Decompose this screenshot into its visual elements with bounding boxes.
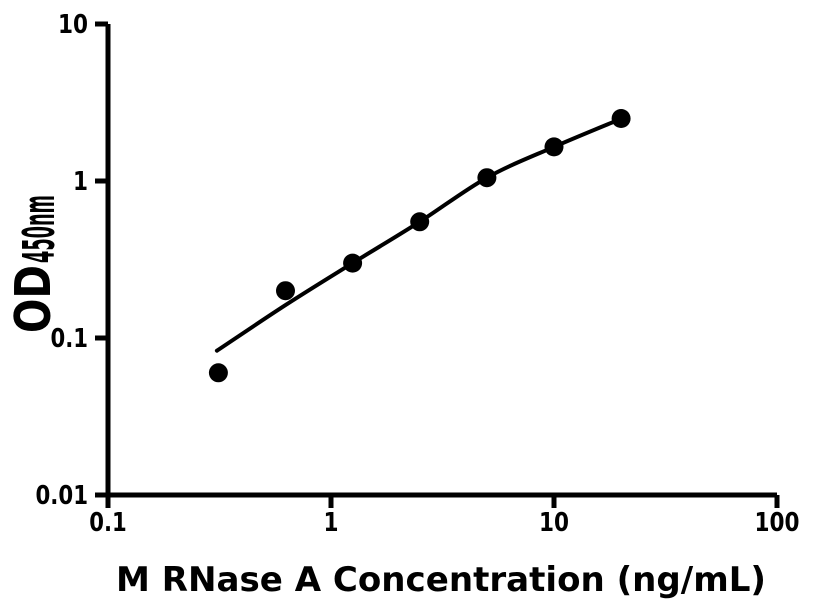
y-axis-title-subscript: 450nm [14,195,65,263]
y-tick-label: 0.1 [51,324,89,354]
axis-spines [105,24,777,498]
axes-layer [105,24,777,498]
data-point [343,253,363,273]
x-tick-label: 100 [755,508,800,538]
y-tick-label: 10 [58,10,88,40]
y-tick-label: 1 [73,167,88,197]
data-point [208,363,228,383]
x-tick-label: 0.1 [89,508,127,538]
data-point [410,212,430,232]
data-point [276,281,295,301]
y-axis-title-main: OD [5,265,62,333]
data-point [611,109,631,128]
data-layer [208,109,631,383]
data-point [544,137,564,157]
x-tick-label: 10 [539,508,569,538]
y-tick-label: 0.01 [36,481,89,511]
data-point [477,168,497,188]
x-axis-title: M RNase A Concentration (ng/mL) [116,560,766,600]
ticks-layer [95,21,780,508]
x-tick-label: 1 [324,508,339,538]
